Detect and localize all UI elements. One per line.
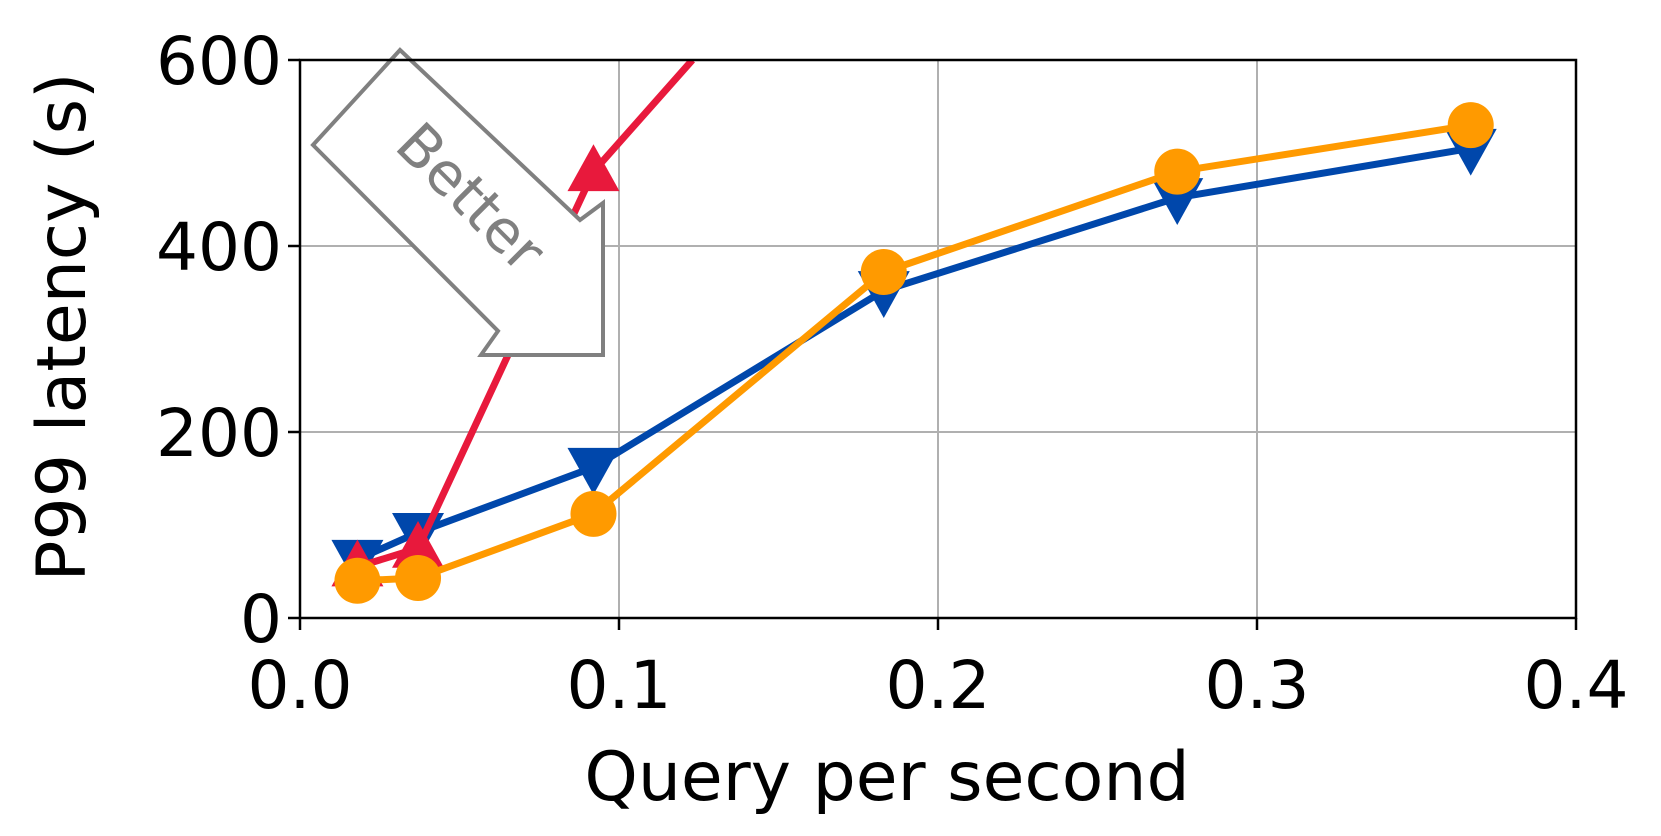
- x-tick-label: 0.2: [886, 647, 991, 724]
- y-tick-labels: 0 200 400 600: [156, 23, 282, 658]
- x-tick-label: 0.3: [1205, 647, 1310, 724]
- data-point: [395, 555, 442, 602]
- x-tick-label: 0.1: [567, 647, 672, 724]
- data-point: [567, 144, 620, 192]
- x-tick-label: 0.0: [248, 647, 353, 724]
- y-axis-label: P99 latency (s): [23, 72, 102, 581]
- data-point: [570, 490, 617, 537]
- data-point: [860, 249, 907, 296]
- better-annotation: Better: [310, 47, 605, 357]
- data-point: [1154, 148, 1201, 195]
- plot-border: [298, 58, 1578, 620]
- y-tick-label: 400: [156, 209, 282, 286]
- y-tick-label: 0: [240, 581, 282, 658]
- plot-frame: [288, 58, 1578, 630]
- series-2: [334, 102, 1494, 604]
- better-arrow: [310, 47, 605, 357]
- data-point: [567, 447, 620, 495]
- data-point: [334, 557, 381, 604]
- data-point: [1447, 102, 1494, 149]
- x-axis-label: Query per second: [584, 738, 1189, 817]
- data-point: [392, 520, 445, 568]
- y-tick-label: 600: [156, 23, 282, 100]
- series-line: [356, 60, 695, 571]
- x-tick-label: 0.4: [1524, 647, 1629, 724]
- series-layer: [331, 60, 1497, 604]
- x-tick-labels: 0.0 0.1 0.2 0.3 0.4: [248, 647, 1629, 724]
- y-tick-label: 200: [156, 395, 282, 472]
